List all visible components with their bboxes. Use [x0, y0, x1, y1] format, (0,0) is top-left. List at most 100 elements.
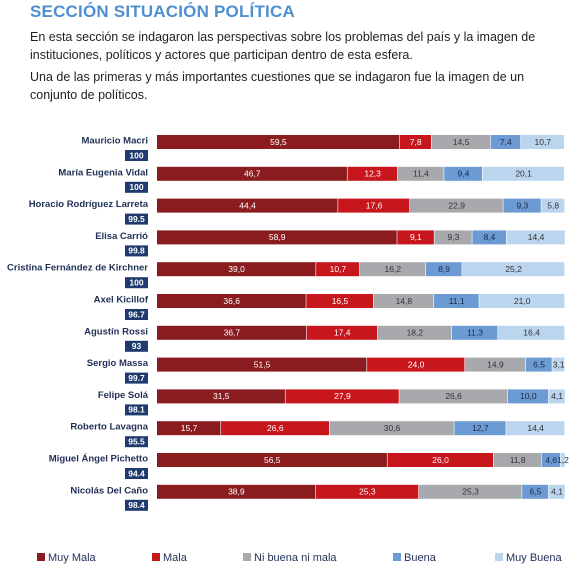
total-box: [125, 309, 148, 320]
bar-segment: [377, 325, 452, 340]
bar-segment: [522, 484, 549, 499]
value-label: 25,2: [505, 264, 522, 274]
bar-segment: [451, 325, 498, 340]
bar-segment: [548, 484, 565, 499]
category-label: Agustín Rossi: [84, 326, 148, 337]
total-label: 96.7: [128, 309, 145, 319]
paragraph: instituciones, políticos y actores que p…: [30, 48, 413, 62]
value-label: 25,3: [359, 487, 376, 497]
bar-segment: [367, 357, 465, 372]
category-label: Sergio Massa: [87, 358, 149, 369]
category-label: Miguel Ángel Pichetto: [49, 454, 148, 465]
value-label: 11,3: [467, 328, 483, 338]
value-label: 12,3: [364, 169, 381, 179]
total-box: [125, 213, 148, 225]
bar-segment: [444, 166, 482, 181]
legend-label: Muy Mala: [48, 552, 97, 564]
bar-segment: [221, 421, 329, 436]
bar-segment: [490, 135, 521, 149]
bar-segment: [425, 262, 462, 277]
legend-swatch: [393, 553, 401, 561]
value-label: 17,6: [366, 200, 383, 210]
value-label: 58,9: [269, 232, 286, 242]
value-label: 14,8: [396, 296, 413, 306]
bar-segment: [541, 198, 565, 213]
value-label: 46,7: [244, 169, 261, 179]
value-label: 15,7: [181, 423, 198, 433]
total-box: [125, 404, 148, 416]
value-label: 25,3: [462, 487, 479, 497]
bar-segment: [316, 262, 360, 277]
category-label: Horacio Rodríguez Larreta: [29, 199, 149, 210]
bar-segment: [157, 198, 338, 213]
bar-segment: [397, 230, 434, 245]
total-label: 100: [129, 277, 143, 287]
bar-segment: [454, 421, 506, 436]
total-box: [125, 150, 148, 161]
value-label: 9,4: [457, 169, 469, 179]
total-label: 98.1: [128, 405, 145, 415]
bar-segment: [157, 484, 316, 499]
bar-segment: [548, 389, 565, 404]
value-label: 36,6: [223, 296, 240, 306]
value-label: 20,1: [515, 169, 532, 179]
legend-label: Buena: [404, 552, 437, 564]
bar-segment: [157, 294, 306, 308]
total-label: 100: [129, 182, 143, 192]
bar-segment: [315, 484, 419, 499]
bar-segment: [560, 453, 565, 467]
bar-segment: [498, 325, 565, 340]
legend-swatch: [243, 553, 251, 561]
value-label: 14,9: [487, 359, 504, 369]
value-label: 6,5: [530, 487, 542, 497]
bar-segment: [387, 453, 493, 467]
bar-segment: [347, 166, 398, 181]
value-label: 21,0: [514, 296, 531, 306]
bar-segment: [493, 453, 542, 467]
bar-segment: [462, 262, 565, 277]
bar-segment: [465, 357, 526, 372]
total-label: 99.8: [128, 246, 145, 256]
value-label: 36,7: [224, 328, 241, 338]
total-label: 99.7: [128, 373, 145, 383]
value-label: 18,2: [407, 328, 424, 338]
value-label: 17,4: [334, 328, 351, 338]
bar-segment: [285, 389, 399, 404]
legend-swatch: [37, 553, 45, 561]
category-label: María Eugenia Vidal: [58, 167, 148, 178]
bar-segment: [503, 198, 541, 213]
bar-segment: [373, 294, 434, 308]
value-label: 30,6: [384, 423, 401, 433]
value-label: 1,2: [557, 455, 569, 465]
total-label: 94.4: [128, 468, 145, 478]
total-box: [125, 499, 148, 511]
bar-segment: [520, 135, 564, 149]
bar-segment: [409, 198, 503, 213]
bar-segment: [359, 262, 426, 277]
value-label: 10,7: [534, 137, 551, 147]
value-label: 9,3: [447, 232, 459, 242]
bar-segment: [157, 262, 316, 277]
value-label: 59,5: [270, 137, 287, 147]
category-label: Mauricio Macri: [81, 136, 148, 147]
bar-segment: [157, 230, 397, 245]
value-label: 10,7: [330, 264, 347, 274]
value-label: 26,0: [432, 455, 449, 465]
paragraph: En esta sección se indagaron las perspec…: [30, 30, 536, 44]
value-label: 44,4: [239, 200, 256, 210]
bar-segment: [157, 357, 367, 372]
value-label: 14,4: [528, 232, 545, 242]
bar-segment: [157, 453, 387, 467]
total-box: [125, 245, 148, 257]
paragraph: Una de las primeras y más importantes cu…: [30, 70, 525, 84]
bar-segment: [399, 135, 431, 149]
bar-segment: [306, 294, 374, 308]
category-label: Roberto Lavagna: [70, 422, 148, 433]
value-label: 4,1: [551, 391, 563, 401]
bar-segment: [157, 166, 347, 181]
value-label: 31,5: [213, 391, 230, 401]
value-label: 3,1: [553, 359, 565, 369]
value-label: 16,5: [332, 296, 349, 306]
value-label: 10,0: [520, 391, 537, 401]
total-label: 100: [129, 150, 143, 160]
